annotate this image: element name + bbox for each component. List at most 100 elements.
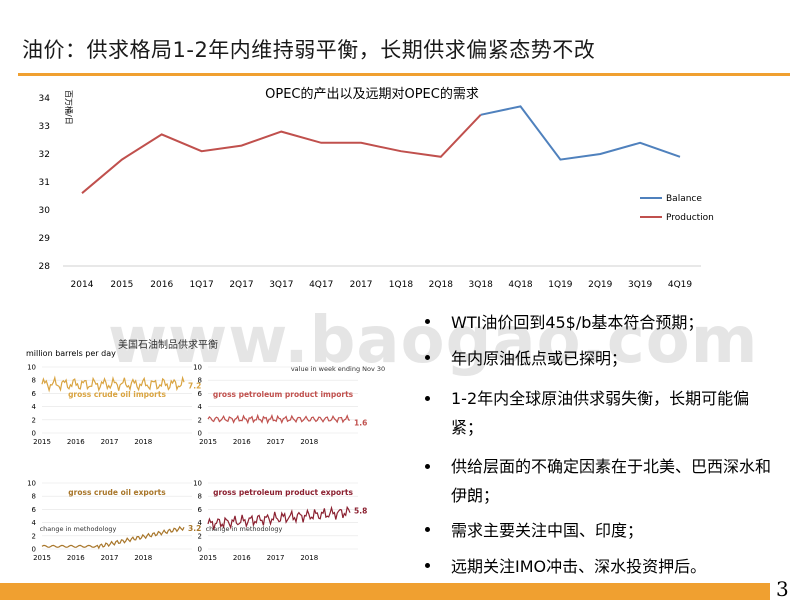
panel-x-tick: 2015 bbox=[33, 438, 51, 446]
panel-x-tick: 2017 bbox=[267, 438, 285, 446]
main-chart-title: OPEC的产出以及远期对OPEC的需求 bbox=[265, 86, 479, 102]
panel-y-tick: 2 bbox=[32, 532, 36, 540]
bullet-item: WTI油价回到45$/b基本符合预期； bbox=[425, 312, 780, 334]
panel-x-tick: 2016 bbox=[67, 438, 85, 446]
series-line-balance bbox=[480, 105, 681, 161]
y-tick-label: 30 bbox=[39, 206, 51, 216]
panel-last-value: 7.2 bbox=[188, 381, 201, 390]
panel-y-tick: 0 bbox=[32, 430, 36, 438]
y-tick-label: 31 bbox=[39, 178, 50, 188]
panel-y-tick: 0 bbox=[198, 546, 202, 554]
panel-x-tick: 2015 bbox=[199, 438, 217, 446]
panel-y-tick: 8 bbox=[32, 377, 36, 385]
bullet-item: 需求主要关注中国、印度； bbox=[425, 520, 780, 542]
panel-x-tick: 2016 bbox=[67, 554, 85, 562]
series-line-production bbox=[81, 114, 482, 194]
bullet-dot-icon bbox=[425, 464, 430, 469]
panel-y-tick: 2 bbox=[198, 416, 202, 424]
panel-note: value in week ending Nov 30 bbox=[291, 365, 385, 373]
panel-label: gross petroleum product exports bbox=[213, 488, 353, 497]
x-tick-label: 4Q18 bbox=[508, 280, 533, 290]
panel-last-value: 1.6 bbox=[354, 418, 367, 427]
y-tick-label: 28 bbox=[39, 262, 51, 272]
x-tick-label: 2017 bbox=[350, 280, 373, 290]
legend-label: Production bbox=[666, 213, 714, 223]
y-tick-label: 32 bbox=[39, 150, 50, 160]
panel-note: change in methodology bbox=[40, 525, 117, 533]
panel-y-tick: 10 bbox=[193, 364, 202, 372]
panel-label: gross crude oil imports bbox=[68, 390, 166, 399]
panel-y-tick: 2 bbox=[198, 532, 202, 540]
us-petroleum-chart: million barrels per day 0 2 4 6 8 10 2015 2016 2… bbox=[26, 349, 385, 562]
bullet-item: 供给层面的不确定因素在于北美、巴西深水和伊朗； bbox=[425, 452, 780, 510]
x-tick-label: 2Q19 bbox=[588, 280, 613, 290]
panel-x-tick: 2018 bbox=[134, 554, 152, 562]
panel-y-tick: 6 bbox=[32, 390, 37, 398]
page-number: 3 bbox=[776, 577, 789, 601]
x-tick-label: 4Q17 bbox=[309, 280, 333, 290]
x-tick-label: 2Q17 bbox=[229, 280, 253, 290]
panel-y-tick: 0 bbox=[32, 546, 36, 554]
x-tick-label: 2015 bbox=[110, 280, 133, 290]
panel-y-tick: 10 bbox=[27, 364, 36, 372]
panel-y-tick: 10 bbox=[27, 480, 36, 488]
bullet-dot-icon bbox=[425, 527, 430, 532]
x-tick-label: 3Q17 bbox=[269, 280, 293, 290]
panel-y-tick: 8 bbox=[198, 377, 202, 385]
x-tick-label: 1Q18 bbox=[389, 280, 414, 290]
x-tick-label: 2016 bbox=[150, 280, 173, 290]
y-tick-label: 29 bbox=[39, 234, 51, 244]
panel-label: gross crude oil exports bbox=[68, 488, 166, 497]
panel-series-line bbox=[207, 505, 351, 530]
x-tick-label: 1Q19 bbox=[548, 280, 573, 290]
panel-y-tick: 6 bbox=[32, 506, 37, 514]
bullet-dot-icon bbox=[425, 563, 430, 568]
panel-series-line bbox=[41, 375, 185, 393]
panel-y-tick: 4 bbox=[32, 519, 37, 527]
us-chart-title: 美国石油制品供求平衡 bbox=[118, 340, 218, 351]
panel-y-tick: 0 bbox=[198, 430, 202, 438]
panel-x-tick: 2018 bbox=[300, 554, 318, 562]
x-tick-label: 1Q17 bbox=[189, 280, 213, 290]
opec-chart: OPEC的产出以及远期对OPEC的需求 百万桶/日 28 29 30 31 32 33 34… bbox=[39, 86, 714, 290]
panel-y-tick: 10 bbox=[193, 480, 202, 488]
panel-x-tick: 2016 bbox=[233, 438, 251, 446]
panel-label: gross petroleum product imports bbox=[213, 390, 354, 399]
x-tick-label: 2Q18 bbox=[429, 280, 454, 290]
panel-x-tick: 2018 bbox=[134, 438, 152, 446]
main-chart-ylabel: 百万桶/日 bbox=[64, 90, 74, 125]
panel-last-value: 3.2 bbox=[188, 524, 201, 533]
footer-bar bbox=[0, 583, 770, 600]
panel-y-tick: 8 bbox=[198, 493, 202, 501]
y-tick-label: 34 bbox=[39, 94, 51, 104]
panel-x-tick: 2017 bbox=[101, 554, 119, 562]
bullet-list: WTI油价回到45$/b基本符合预期； 年内原油低点或已探明； 1-2年内全球原… bbox=[425, 312, 780, 592]
panel-y-tick: 6 bbox=[198, 390, 203, 398]
panel-note: change in methodology bbox=[206, 525, 283, 533]
page-title: 油价：供求格局1-2年内维持弱平衡，长期供求偏紧态势不改 bbox=[22, 38, 596, 62]
bullet-dot-icon bbox=[425, 319, 430, 324]
panel-x-tick: 2017 bbox=[101, 438, 119, 446]
panel-series-line bbox=[41, 525, 185, 550]
y-tick-label: 33 bbox=[39, 122, 50, 132]
bullet-dot-icon bbox=[425, 355, 430, 360]
x-tick-label: 2014 bbox=[71, 280, 94, 290]
panel-y-tick: 6 bbox=[198, 506, 203, 514]
panel-y-tick: 4 bbox=[198, 519, 203, 527]
bullet-item: 1-2年内全球原油供求弱失衡，长期可能偏紧； bbox=[425, 384, 780, 442]
bullet-item: 远期关注IMO冲击、深水投资押后。 bbox=[425, 556, 780, 578]
panel-y-tick: 2 bbox=[32, 416, 36, 424]
legend-label: Balance bbox=[666, 194, 702, 204]
title-divider bbox=[18, 73, 790, 76]
x-tick-label: 3Q18 bbox=[469, 280, 494, 290]
panel-last-value: 5.8 bbox=[354, 507, 367, 516]
panel-x-tick: 2016 bbox=[233, 554, 251, 562]
panel-x-tick: 2015 bbox=[199, 554, 217, 562]
panel-y-tick: 8 bbox=[32, 493, 36, 501]
x-tick-label: 4Q19 bbox=[668, 280, 693, 290]
panel-x-tick: 2018 bbox=[300, 438, 318, 446]
bullet-dot-icon bbox=[425, 396, 430, 401]
us-chart-ylabel: million barrels per day bbox=[26, 349, 116, 358]
panel-y-tick: 4 bbox=[198, 403, 203, 411]
panel-series-line bbox=[207, 413, 351, 425]
